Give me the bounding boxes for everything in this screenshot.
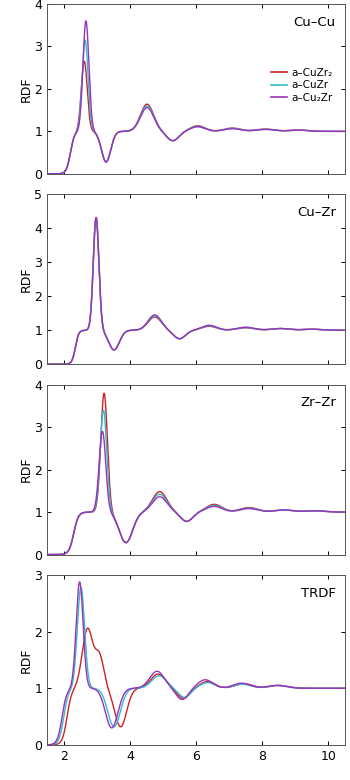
Y-axis label: RDF: RDF [20, 76, 33, 101]
Text: Cu–Zr: Cu–Zr [297, 206, 336, 219]
Y-axis label: RDF: RDF [20, 647, 33, 672]
Y-axis label: RDF: RDF [20, 457, 33, 482]
Text: TRDF: TRDF [301, 587, 336, 600]
Text: Zr–Zr: Zr–Zr [300, 396, 336, 410]
Y-axis label: RDF: RDF [20, 267, 33, 292]
Legend: a–CuZr₂, a–CuZr, a–Cu₂Zr: a–CuZr₂, a–CuZr, a–Cu₂Zr [267, 64, 337, 107]
Text: Cu–Cu: Cu–Cu [294, 16, 336, 29]
